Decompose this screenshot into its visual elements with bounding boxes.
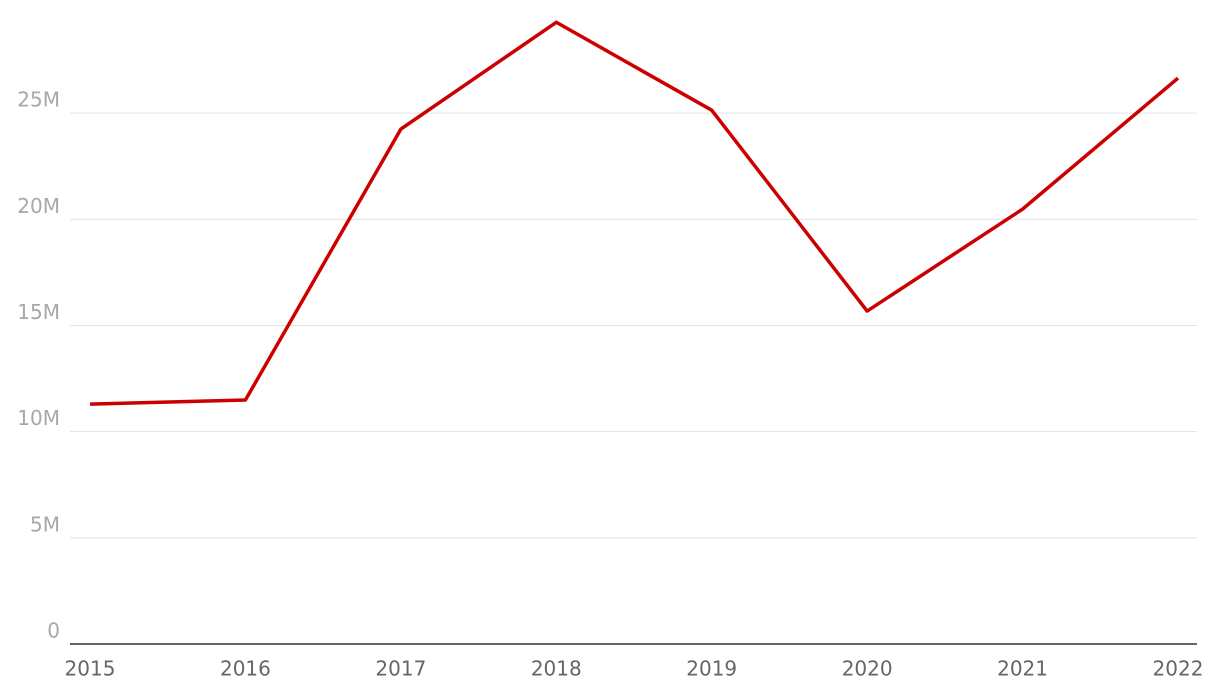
x-tick-label: 2015 [65,657,116,681]
y-tick-label: 0 [47,619,60,643]
x-tick-label: 2017 [375,657,426,681]
y-tick-label: 15M [17,300,60,324]
y-tick-label: 10M [17,406,60,430]
data-line [89,20,1180,406]
x-tick-label: 2022 [1153,657,1204,681]
x-tick-label: 2016 [220,657,271,681]
y-tick-label: 25M [17,88,60,112]
x-tick-label: 2018 [531,657,582,681]
x-tick-label: 2020 [842,657,893,681]
y-tick-label: 20M [17,194,60,218]
x-tick-label: 2021 [997,657,1048,681]
x-tick-label: 2019 [686,657,737,681]
y-tick-label: 5M [30,512,60,536]
